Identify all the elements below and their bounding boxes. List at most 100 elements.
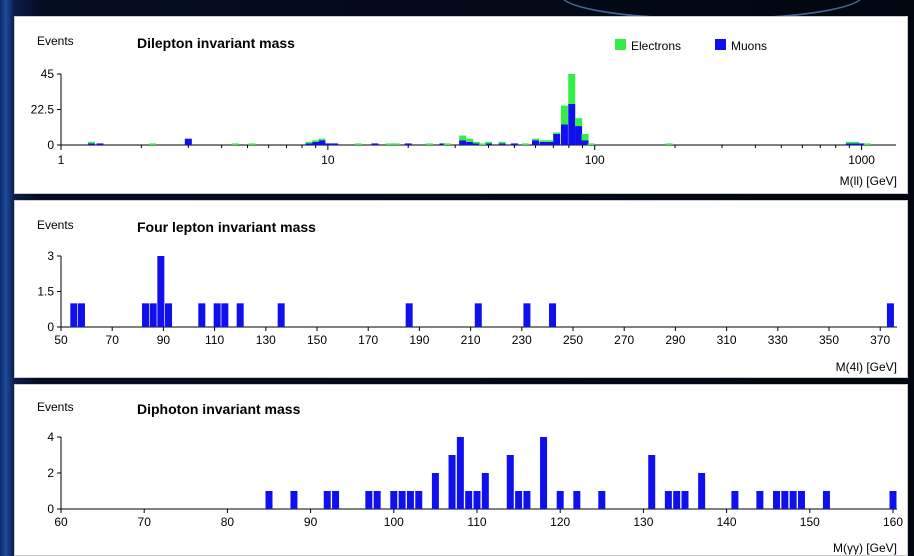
x-tick-label: 130 <box>256 333 276 347</box>
bar-muons <box>466 141 474 145</box>
chart-title: Dilepton invariant mass <box>137 35 295 51</box>
x-tick-label: 210 <box>461 333 481 347</box>
bar-muons <box>184 138 192 145</box>
bar-muons <box>415 491 423 509</box>
bar-muons <box>77 303 85 327</box>
x-tick-label: 70 <box>106 333 120 347</box>
x-tick-label: 310 <box>717 333 737 347</box>
bar-muons <box>472 143 480 145</box>
bar-muons <box>556 491 564 509</box>
bar-muons <box>773 491 781 509</box>
x-tick-label: 80 <box>221 515 235 529</box>
y-tick-label: 45 <box>41 67 55 81</box>
bar-muons <box>406 491 414 509</box>
bar-electrons <box>305 141 313 144</box>
bar-muons <box>546 141 554 145</box>
bar-muons <box>845 143 853 145</box>
bar-muons <box>149 303 157 327</box>
bar-muons <box>539 141 547 145</box>
y-axis-label: Events <box>37 400 74 414</box>
x-axis-label: M(ll) [GeV] <box>840 174 897 188</box>
bar-muons <box>473 491 481 509</box>
chart-title: Diphoton invariant mass <box>137 401 301 417</box>
x-axis-label: M(4l) [GeV] <box>836 360 897 374</box>
bar-muons <box>141 303 149 327</box>
x-tick-label: 100 <box>384 515 404 529</box>
bar-electrons <box>354 143 362 145</box>
bar-electrons <box>318 138 326 141</box>
y-axis-label: Events <box>37 218 74 232</box>
bar-muons <box>664 491 672 509</box>
x-tick-label: 100 <box>585 153 605 167</box>
bar-muons <box>390 491 398 509</box>
bar-muons <box>323 491 331 509</box>
bar-muons <box>858 143 866 145</box>
bar-muons <box>485 143 493 145</box>
bar-muons <box>165 303 173 327</box>
bar-electrons <box>863 143 871 145</box>
bar-muons <box>523 491 531 509</box>
x-tick-label: 1000 <box>848 153 875 167</box>
bar-muons <box>756 491 764 509</box>
diphoton-chart-panel: Events Diphoton invariant mass M(γγ) [Ge… <box>14 384 908 556</box>
x-tick-label: 70 <box>138 515 152 529</box>
bar-muons <box>481 473 489 509</box>
x-tick-label: 130 <box>633 515 653 529</box>
y-tick-label: 3 <box>47 249 54 263</box>
bar-electrons <box>443 143 451 145</box>
x-tick-label: 160 <box>883 515 903 529</box>
bar-muons <box>70 303 78 327</box>
legend-label-muons: Muons <box>731 39 767 53</box>
bar-electrons <box>581 133 589 141</box>
bar-electrons <box>392 143 400 145</box>
bar-muons <box>560 124 568 145</box>
bar-electrons <box>87 141 95 144</box>
bar-muons <box>648 455 656 509</box>
bar-muons <box>96 143 104 145</box>
bar-muons <box>213 303 221 327</box>
bar-electrons <box>425 143 433 145</box>
bar-muons <box>568 103 576 145</box>
bar-electrons <box>845 141 853 144</box>
x-tick-label: 90 <box>157 333 171 347</box>
bar-electrons <box>231 143 239 145</box>
bar-electrons <box>532 138 540 141</box>
bar-electrons <box>553 132 561 134</box>
x-tick-label: 140 <box>717 515 737 529</box>
x-tick-label: 110 <box>467 515 486 529</box>
bar-electrons <box>587 143 595 145</box>
bar-muons <box>324 143 332 145</box>
bar-muons <box>575 126 583 145</box>
bar-muons <box>673 491 681 509</box>
bar-muons <box>221 303 229 327</box>
bar-electrons <box>459 135 467 141</box>
bar-electrons <box>466 138 474 142</box>
x-tick-label: 10 <box>321 153 335 167</box>
diphoton-chart: Events Diphoton invariant mass M(γγ) [Ge… <box>37 400 903 555</box>
y-tick-label: 0 <box>47 138 54 152</box>
bar-muons <box>236 303 244 327</box>
y-tick-label: 4 <box>47 430 54 444</box>
bar-electrons <box>485 141 493 144</box>
bar-muons <box>549 303 557 327</box>
bar-muons <box>698 473 706 509</box>
y-tick-label: 2 <box>47 466 54 480</box>
bar-electrons <box>546 140 554 142</box>
bar-muons <box>332 491 340 509</box>
dilepton-chart: Events Dilepton invariant mass Electrons… <box>31 34 897 188</box>
bar-muons <box>886 303 894 327</box>
bar-electrons <box>479 143 487 145</box>
x-tick-label: 350 <box>819 333 839 347</box>
bar-muons <box>331 143 339 145</box>
bar-muons <box>510 143 518 145</box>
bar-electrons <box>498 141 506 144</box>
bar-muons <box>290 491 298 509</box>
x-tick-label: 230 <box>512 333 532 347</box>
x-tick-label: 370 <box>870 333 890 347</box>
bar-muons <box>277 303 285 327</box>
bar-muons <box>305 143 313 145</box>
bar-muons <box>598 491 606 509</box>
x-tick-label: 170 <box>358 333 378 347</box>
bar-muons <box>373 491 381 509</box>
bar-muons <box>404 143 412 145</box>
